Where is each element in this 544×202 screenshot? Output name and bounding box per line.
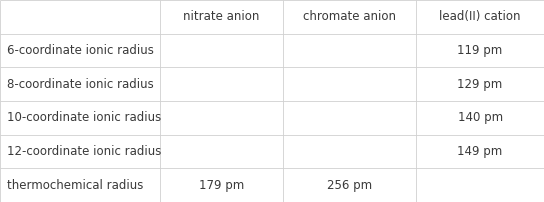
Text: chromate anion: chromate anion	[303, 10, 396, 23]
Text: 140 pm: 140 pm	[458, 111, 503, 124]
Text: 12-coordinate ionic radius: 12-coordinate ionic radius	[7, 145, 161, 158]
Text: 119 pm: 119 pm	[458, 44, 503, 57]
Text: 6-coordinate ionic radius: 6-coordinate ionic radius	[7, 44, 153, 57]
Text: thermochemical radius: thermochemical radius	[7, 179, 143, 192]
Text: 10-coordinate ionic radius: 10-coordinate ionic radius	[7, 111, 161, 124]
Text: 8-coordinate ionic radius: 8-coordinate ionic radius	[7, 78, 153, 91]
Text: 149 pm: 149 pm	[458, 145, 503, 158]
Text: lead(II) cation: lead(II) cation	[440, 10, 521, 23]
Text: 179 pm: 179 pm	[199, 179, 244, 192]
Text: 129 pm: 129 pm	[458, 78, 503, 91]
Text: 256 pm: 256 pm	[327, 179, 372, 192]
Text: nitrate anion: nitrate anion	[183, 10, 260, 23]
